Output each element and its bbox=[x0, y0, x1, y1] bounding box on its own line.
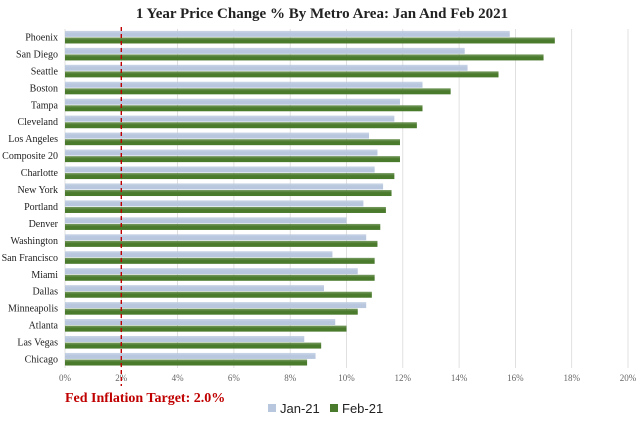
category-label: Los Angeles bbox=[8, 134, 58, 145]
x-tick-label: 8% bbox=[284, 373, 297, 383]
bar-feb-21-las-vegas bbox=[65, 342, 322, 349]
bar-jan-21-new-york bbox=[65, 183, 384, 190]
bar-feb-21-san-francisco bbox=[65, 257, 375, 264]
category-label: Denver bbox=[29, 219, 59, 230]
x-tick-label: 10% bbox=[338, 373, 355, 383]
category-label: Seattle bbox=[31, 66, 59, 77]
bar-feb-21-chicago bbox=[65, 359, 308, 366]
bar-feb-21-dallas bbox=[65, 291, 372, 298]
bar-jan-21-cleveland bbox=[65, 115, 395, 122]
x-tick-label: 4% bbox=[172, 373, 185, 383]
category-label: Cleveland bbox=[17, 117, 58, 128]
bar-feb-21-new-york bbox=[65, 190, 392, 197]
x-tick-label: 16% bbox=[507, 373, 524, 383]
category-label: Boston bbox=[30, 83, 58, 94]
category-label: Phoenix bbox=[25, 32, 58, 43]
x-tick-label: 18% bbox=[563, 373, 580, 383]
bar-jan-21-san-francisco bbox=[65, 251, 333, 258]
category-label: Chicago bbox=[25, 355, 58, 366]
category-label: Charlotte bbox=[21, 168, 59, 179]
bar-jan-21-tampa bbox=[65, 98, 400, 105]
bar-jan-21-miami bbox=[65, 268, 358, 275]
x-tick-labels: 0%2%4%6%8%10%12%14%16%18%20% bbox=[59, 373, 637, 383]
bars bbox=[65, 30, 555, 366]
bar-feb-21-minneapolis bbox=[65, 308, 358, 315]
grid-lines bbox=[64, 29, 629, 368]
legend-label: Feb-21 bbox=[342, 401, 383, 416]
bar-feb-21-miami bbox=[65, 274, 375, 281]
bar-feb-21-san-diego bbox=[65, 54, 544, 61]
category-label: New York bbox=[17, 185, 58, 196]
x-tick-label: 6% bbox=[228, 373, 241, 383]
x-tick-label: 0% bbox=[59, 373, 72, 383]
category-label: Las Vegas bbox=[17, 338, 58, 349]
bar-jan-21-atlanta bbox=[65, 319, 336, 326]
bar-feb-21-tampa bbox=[65, 105, 423, 112]
category-label: Atlanta bbox=[29, 321, 59, 332]
category-label: Miami bbox=[31, 270, 58, 281]
legend-swatch bbox=[268, 404, 276, 412]
bar-jan-21-los-angeles bbox=[65, 132, 370, 139]
category-label: San Diego bbox=[16, 49, 58, 60]
bar-jan-21-minneapolis bbox=[65, 302, 367, 309]
category-label: San Francisco bbox=[2, 253, 58, 264]
bar-jan-21-boston bbox=[65, 81, 423, 88]
x-tick-label: 14% bbox=[451, 373, 468, 383]
bar-jan-21-denver bbox=[65, 217, 347, 224]
fed-target-label: Fed Inflation Target: 2.0% bbox=[65, 391, 225, 406]
bar-jan-21-phoenix bbox=[65, 30, 510, 37]
bar-jan-21-san-diego bbox=[65, 47, 465, 54]
bar-feb-21-charlotte bbox=[65, 173, 395, 180]
category-label: Portland bbox=[24, 202, 58, 213]
bar-feb-21-portland bbox=[65, 206, 386, 213]
category-label: Minneapolis bbox=[8, 304, 58, 315]
bar-feb-21-composite-20 bbox=[65, 156, 400, 163]
bar-feb-21-phoenix bbox=[65, 37, 555, 44]
bar-jan-21-las-vegas bbox=[65, 335, 305, 342]
bar-jan-21-chicago bbox=[65, 352, 316, 359]
bar-jan-21-dallas bbox=[65, 285, 324, 292]
legend-label: Jan-21 bbox=[280, 401, 320, 416]
bar-feb-21-denver bbox=[65, 223, 381, 230]
bar-jan-21-portland bbox=[65, 200, 364, 207]
category-label: Dallas bbox=[32, 287, 58, 298]
category-labels: Phoenix San Diego Seattle Boston Tampa Clevel… bbox=[2, 32, 59, 365]
category-label: Composite 20 bbox=[2, 151, 58, 162]
bar-feb-21-seattle bbox=[65, 71, 499, 78]
bar-jan-21-seattle bbox=[65, 64, 468, 71]
bar-feb-21-los-angeles bbox=[65, 139, 400, 146]
bar-feb-21-boston bbox=[65, 88, 451, 95]
bar-feb-21-washington bbox=[65, 240, 378, 247]
bar-feb-21-cleveland bbox=[65, 122, 417, 129]
category-label: Washington bbox=[10, 236, 58, 247]
x-tick-label: 12% bbox=[395, 373, 412, 383]
x-tick-label: 20% bbox=[620, 373, 637, 383]
bar-feb-21-atlanta bbox=[65, 325, 347, 332]
legend-swatch bbox=[330, 404, 338, 412]
bar-jan-21-charlotte bbox=[65, 166, 375, 173]
legend: Jan-21 Feb-21 bbox=[268, 401, 383, 416]
category-label: Tampa bbox=[31, 100, 59, 111]
bar-jan-21-washington bbox=[65, 234, 367, 241]
bar-jan-21-composite-20 bbox=[65, 149, 378, 156]
chart-title: 1 Year Price Change % By Metro Area: Jan… bbox=[136, 6, 508, 22]
